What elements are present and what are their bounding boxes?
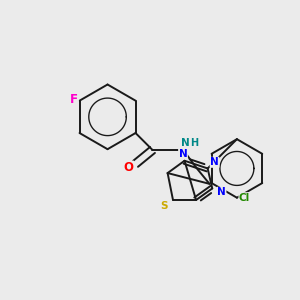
Text: H: H (190, 138, 198, 148)
Text: O: O (124, 161, 134, 174)
Text: N: N (181, 138, 190, 148)
Text: N: N (217, 187, 226, 197)
Text: Cl: Cl (239, 193, 250, 203)
Text: N: N (178, 149, 188, 159)
Text: S: S (160, 201, 167, 211)
Text: N: N (210, 157, 219, 167)
Text: F: F (70, 93, 78, 106)
